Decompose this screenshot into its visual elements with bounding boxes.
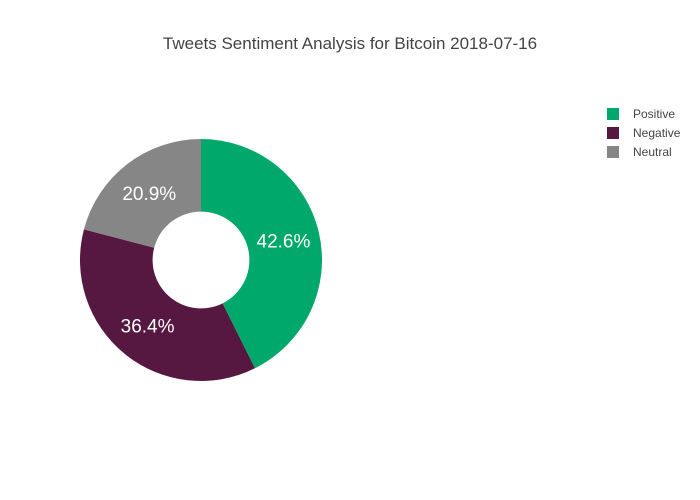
slice-positive[interactable] bbox=[201, 139, 322, 369]
legend-item-positive[interactable]: Positive bbox=[607, 107, 675, 121]
slice-neutral[interactable] bbox=[83, 139, 201, 248]
chart-title: Tweets Sentiment Analysis for Bitcoin 20… bbox=[162, 34, 538, 53]
legend-label-positive: Positive bbox=[633, 107, 675, 121]
slice-label-negative: 36.4% bbox=[121, 317, 175, 338]
legend-label-negative: Negative bbox=[633, 126, 681, 140]
slices-group bbox=[80, 139, 322, 381]
slice-label-neutral: 20.9% bbox=[122, 184, 176, 205]
slice-negative[interactable] bbox=[80, 229, 255, 381]
slice-labels-group: 42.6% 36.4% 20.9% bbox=[121, 184, 311, 338]
legend: Positive Negative Neutral bbox=[607, 107, 681, 159]
legend-swatch-neutral bbox=[607, 146, 619, 158]
legend-swatch-negative bbox=[607, 127, 619, 139]
legend-swatch-positive bbox=[607, 108, 619, 120]
legend-item-negative[interactable]: Negative bbox=[607, 126, 681, 140]
legend-label-neutral: Neutral bbox=[633, 145, 672, 159]
slice-label-positive: 42.6% bbox=[257, 232, 311, 253]
legend-item-neutral[interactable]: Neutral bbox=[607, 145, 672, 159]
